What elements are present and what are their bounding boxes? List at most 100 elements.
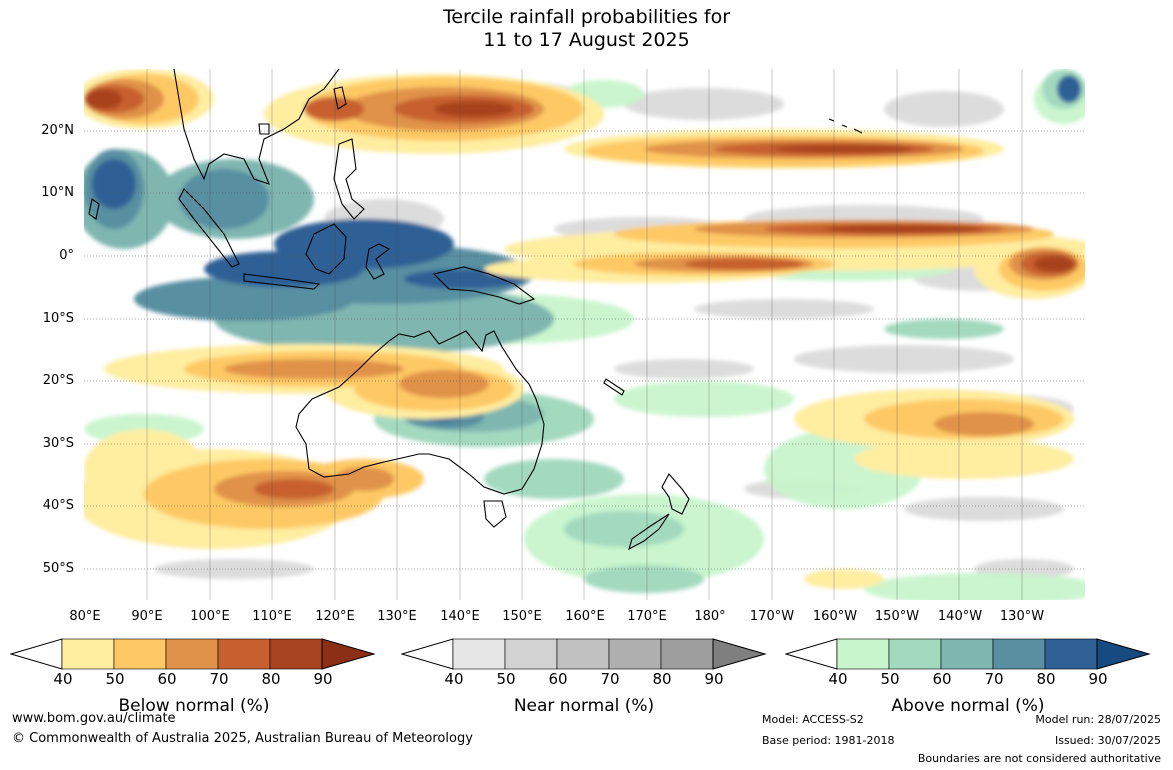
footer-model-run: Model run: 28/07/2025 — [1035, 713, 1161, 726]
map-title-line2: 11 to 17 August 2025 — [483, 29, 690, 51]
cbar-below-tick: 40 — [53, 670, 73, 688]
lon-label-150e: 150°E — [502, 609, 542, 624]
sumatra-coast — [178, 188, 240, 268]
nz-south-coast — [628, 513, 670, 551]
coastlines — [88, 69, 863, 551]
lon-label-180: 180° — [694, 609, 726, 624]
colorbar-low-extension — [785, 638, 838, 670]
lon-label-160e: 160°E — [565, 609, 605, 624]
footer-model: Model: ACCESS-S2 — [762, 713, 864, 726]
colorbar-near-title: Near normal (%) — [513, 696, 655, 716]
hainan-coast — [258, 123, 270, 135]
colorbar-above-normal — [785, 638, 1151, 670]
footer-url: www.bom.gov.au/climate — [12, 711, 176, 726]
cbar-above-tick: 80 — [1036, 670, 1056, 688]
colorbar-swatch — [113, 638, 167, 670]
cbar-below-tick: 60 — [157, 670, 177, 688]
colorbar-low-extension — [10, 638, 63, 670]
colorbar-swatch — [888, 638, 942, 670]
lon-label-90e: 90°E — [131, 609, 163, 624]
new-guinea-coast — [432, 266, 536, 305]
colorbar-swatch — [836, 638, 890, 670]
lat-label-10s: 10°S — [42, 311, 74, 326]
australia-coast — [295, 330, 545, 495]
colorbar-high-extension — [321, 638, 376, 670]
taiwan-coast — [333, 86, 347, 110]
probability-shading — [84, 69, 1085, 600]
colorbar-swatch — [660, 638, 714, 670]
colorbar-swatch — [452, 638, 506, 670]
nz-north-coast — [661, 473, 690, 515]
cbar-below-tick: 70 — [209, 670, 229, 688]
colorbar-swatch — [1044, 638, 1098, 670]
cbar-above-tick: 50 — [880, 670, 900, 688]
colorbar-swatch — [940, 638, 994, 670]
new-caledonia — [603, 378, 625, 396]
colorbar-swatch — [608, 638, 662, 670]
tasmania-coast — [483, 500, 507, 528]
lon-label-160w: 160°W — [812, 609, 858, 624]
cbar-above-tick: 90 — [1088, 670, 1108, 688]
colorbar-swatch — [556, 638, 610, 670]
hawaii-islands — [828, 118, 863, 134]
colorbar-above-title: Above normal (%) — [891, 696, 1045, 716]
lon-label-170e: 170°E — [627, 609, 667, 624]
cbar-near-tick: 40 — [444, 670, 464, 688]
colorbar-swatch — [61, 638, 115, 670]
lon-label-150w: 150°W — [874, 609, 920, 624]
colorbar-swatch — [504, 638, 558, 670]
lat-label-40s: 40°S — [42, 498, 74, 513]
lon-label-170w: 170°W — [749, 609, 795, 624]
colorbar-swatch — [269, 638, 323, 670]
map-title-line1: Tercile rainfall probabilities for — [442, 6, 731, 28]
colorbar-swatch — [217, 638, 271, 670]
lat-label-20s: 20°S — [42, 373, 74, 388]
colorbar-near-normal — [401, 638, 767, 670]
sri-lanka-coast — [88, 198, 100, 220]
lat-label-10n: 10°N — [41, 185, 74, 200]
lon-label-110e: 110°E — [252, 609, 292, 624]
lon-label-140w: 140°W — [937, 609, 983, 624]
philippines-coast — [333, 138, 365, 220]
borneo-coast — [305, 223, 347, 275]
cbar-near-tick: 60 — [548, 670, 568, 688]
colorbar-high-extension — [1096, 638, 1151, 670]
lat-label-30s: 30°S — [42, 436, 74, 451]
lon-label-80e: 80°E — [69, 609, 101, 624]
colorbar-below-title: Below normal (%) — [118, 696, 270, 716]
footer-issued: Issued: 30/07/2025 — [1054, 734, 1161, 747]
footer-base-period: Base period: 1981-2018 — [762, 734, 895, 747]
lat-label-20n: 20°N — [41, 123, 74, 138]
lon-label-120e: 120°E — [315, 609, 355, 624]
lon-label-100e: 100°E — [190, 609, 230, 624]
colorbar-swatch — [992, 638, 1046, 670]
cbar-above-tick: 70 — [984, 670, 1004, 688]
meridians — [146, 69, 1023, 600]
cbar-near-tick: 50 — [496, 670, 516, 688]
footer-copyright: © Commonwealth of Australia 2025, Austra… — [12, 731, 473, 746]
colorbar-swatch — [165, 638, 219, 670]
colorbar-low-extension — [401, 638, 454, 670]
cbar-near-tick: 90 — [704, 670, 724, 688]
cbar-below-tick: 90 — [313, 670, 333, 688]
lat-label-50s: 50°S — [42, 561, 74, 576]
lon-label-140e: 140°E — [440, 609, 480, 624]
cbar-above-tick: 40 — [828, 670, 848, 688]
cbar-near-tick: 70 — [600, 670, 620, 688]
cbar-near-tick: 80 — [652, 670, 672, 688]
lat-label-0: 0° — [59, 248, 74, 263]
colorbar-below-normal — [10, 638, 376, 670]
mainland-asia-coast — [173, 69, 340, 185]
java-coast — [243, 273, 321, 290]
footer-disclaimer: Boundaries are not considered authoritat… — [917, 752, 1161, 765]
map-canvas — [84, 69, 1085, 600]
lon-label-130w: 130°W — [999, 609, 1045, 624]
cbar-below-tick: 80 — [261, 670, 281, 688]
cbar-above-tick: 60 — [932, 670, 952, 688]
sulawesi-coast — [365, 243, 391, 280]
rainfall-probability-map — [84, 69, 1085, 600]
lon-label-130e: 130°E — [377, 609, 417, 624]
colorbar-high-extension — [712, 638, 767, 670]
cbar-below-tick: 50 — [105, 670, 125, 688]
graticule — [84, 130, 1085, 570]
